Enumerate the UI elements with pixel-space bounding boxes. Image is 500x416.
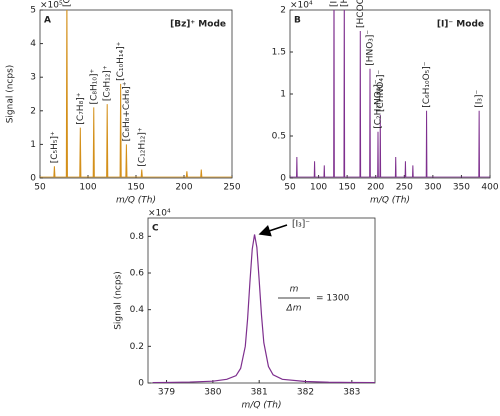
plot-frame xyxy=(147,217,376,384)
x-tick-label: 381 xyxy=(251,388,268,398)
y-tick-label: 4 xyxy=(30,39,36,49)
peak-label: [H₂O]⁻ xyxy=(340,0,350,7)
x-tick-label: 250 xyxy=(396,183,413,193)
y-tick-label: 2 xyxy=(30,106,36,116)
y-tick-label: 3 xyxy=(30,73,36,83)
y-multiplier: ×10⁴ xyxy=(290,1,313,11)
x-tick-label: 350 xyxy=(453,183,470,193)
plot-frame xyxy=(39,9,233,179)
x-axis-label: m/Q (Th) xyxy=(242,401,282,411)
x-axis-label: m/Q (Th) xyxy=(370,196,410,206)
peak xyxy=(313,161,316,178)
annotation: [I₃]⁻ xyxy=(292,220,310,230)
annotation-arrow xyxy=(258,224,288,237)
peak-label: [C₇H₈]⁺ xyxy=(76,92,86,124)
panel-letter: C xyxy=(152,224,159,234)
peak-label: [C₅H₅]⁺ xyxy=(50,131,60,163)
formula-denominator: Δm xyxy=(286,304,302,314)
mode-label: [Bz]⁺ Mode xyxy=(170,20,226,30)
peak xyxy=(394,156,397,178)
peak xyxy=(106,104,109,178)
plot-frame xyxy=(289,9,491,179)
peak xyxy=(333,10,335,178)
y-tick-label: 1 xyxy=(280,90,286,100)
peak xyxy=(412,165,414,178)
peak xyxy=(65,10,68,178)
x-tick-label: 380 xyxy=(204,388,221,398)
x-tick-label: 250 xyxy=(223,183,240,193)
peak-label: [C₆H₆]⁺ xyxy=(62,0,72,7)
x-tick-label: 50 xyxy=(34,183,46,193)
y-tick-label: 0.8 xyxy=(130,232,145,242)
y-tick-label: 0.2 xyxy=(130,342,144,352)
line xyxy=(152,234,375,383)
peak-label: [C₈H₈+C₆H₆]⁺ xyxy=(122,81,132,141)
peaks xyxy=(53,10,203,178)
panel-letter: A xyxy=(44,16,51,26)
peak-label: [C₈H₁₀]⁺ xyxy=(89,69,99,105)
peaks xyxy=(296,10,480,178)
peak-label: [I₃]⁻ xyxy=(475,90,485,108)
y-tick-label: 0 xyxy=(30,174,36,184)
y-tick-label: 0 xyxy=(280,174,286,184)
x-tick-label: 100 xyxy=(79,183,96,193)
y-tick-label: 0.4 xyxy=(130,305,145,315)
peak xyxy=(140,169,143,178)
peak xyxy=(185,171,188,178)
x-tick-label: 400 xyxy=(481,183,498,193)
y-axis-label: Signal (ncps) xyxy=(114,271,124,330)
y-tick-label: 1 xyxy=(30,140,36,150)
x-tick-label: 150 xyxy=(127,183,144,193)
peak-label: [HCOOH]⁻ xyxy=(356,0,366,28)
x-tick-label: 200 xyxy=(175,183,192,193)
y-multiplier: ×10⁵ xyxy=(40,1,63,11)
panel-letter: B xyxy=(294,16,301,26)
peak xyxy=(53,166,56,178)
y-tick-label: 0.6 xyxy=(130,269,145,279)
y-tick-label: 0.5 xyxy=(272,132,286,142)
x-tick-label: 150 xyxy=(339,183,356,193)
peak-label: [HNO₃]⁻ xyxy=(366,30,376,66)
peak-label: [I]⁻ xyxy=(330,0,340,7)
x-tick-label: 100 xyxy=(310,183,327,193)
peak xyxy=(200,169,203,178)
x-tick-label: 200 xyxy=(367,183,384,193)
peak xyxy=(119,83,122,178)
peak xyxy=(425,110,428,178)
peak-label: [CHNO₄]⁻ xyxy=(376,70,386,112)
peak xyxy=(377,131,379,178)
y-tick-label: 2 xyxy=(280,6,286,16)
x-tick-label: 382 xyxy=(297,388,314,398)
x-tick-label: 300 xyxy=(424,183,441,193)
y-tick-label: 5 xyxy=(30,6,36,16)
peak xyxy=(359,30,362,178)
peak xyxy=(92,107,95,178)
mode-label: [I]⁻ Mode xyxy=(437,20,484,30)
formula-result: = 1300 xyxy=(316,294,350,304)
peak-label: [C₉H₁₂]⁺ xyxy=(103,65,113,101)
peak-label: [C₁₀H₁₄]⁺ xyxy=(116,41,126,81)
peak xyxy=(343,10,346,178)
x-tick-label: 383 xyxy=(343,388,360,398)
peak xyxy=(296,156,298,178)
peak xyxy=(79,127,82,178)
peak xyxy=(478,110,480,178)
peak-label: [C₆H₁₀O₅]⁻ xyxy=(422,61,432,108)
peak-label: [C₂H₃NO₄]⁻ xyxy=(374,79,384,129)
x-tick-label: 50 xyxy=(284,183,296,193)
y-multiplier: ×10⁴ xyxy=(148,209,171,219)
peak xyxy=(125,144,128,178)
peak-label: [C₁₂H₁₂]⁺ xyxy=(137,127,147,167)
y-tick-label: 1.5 xyxy=(272,48,286,58)
peak xyxy=(323,165,326,178)
y-axis-label: Signal (ncps) xyxy=(6,65,16,124)
peak xyxy=(369,68,371,178)
y-tick-label: 0 xyxy=(138,379,144,389)
formula-numerator: m xyxy=(290,285,299,295)
peak xyxy=(404,161,407,178)
x-axis-label: m/Q (Th) xyxy=(116,196,156,206)
peak xyxy=(379,114,382,178)
x-tick-label: 379 xyxy=(158,388,175,398)
